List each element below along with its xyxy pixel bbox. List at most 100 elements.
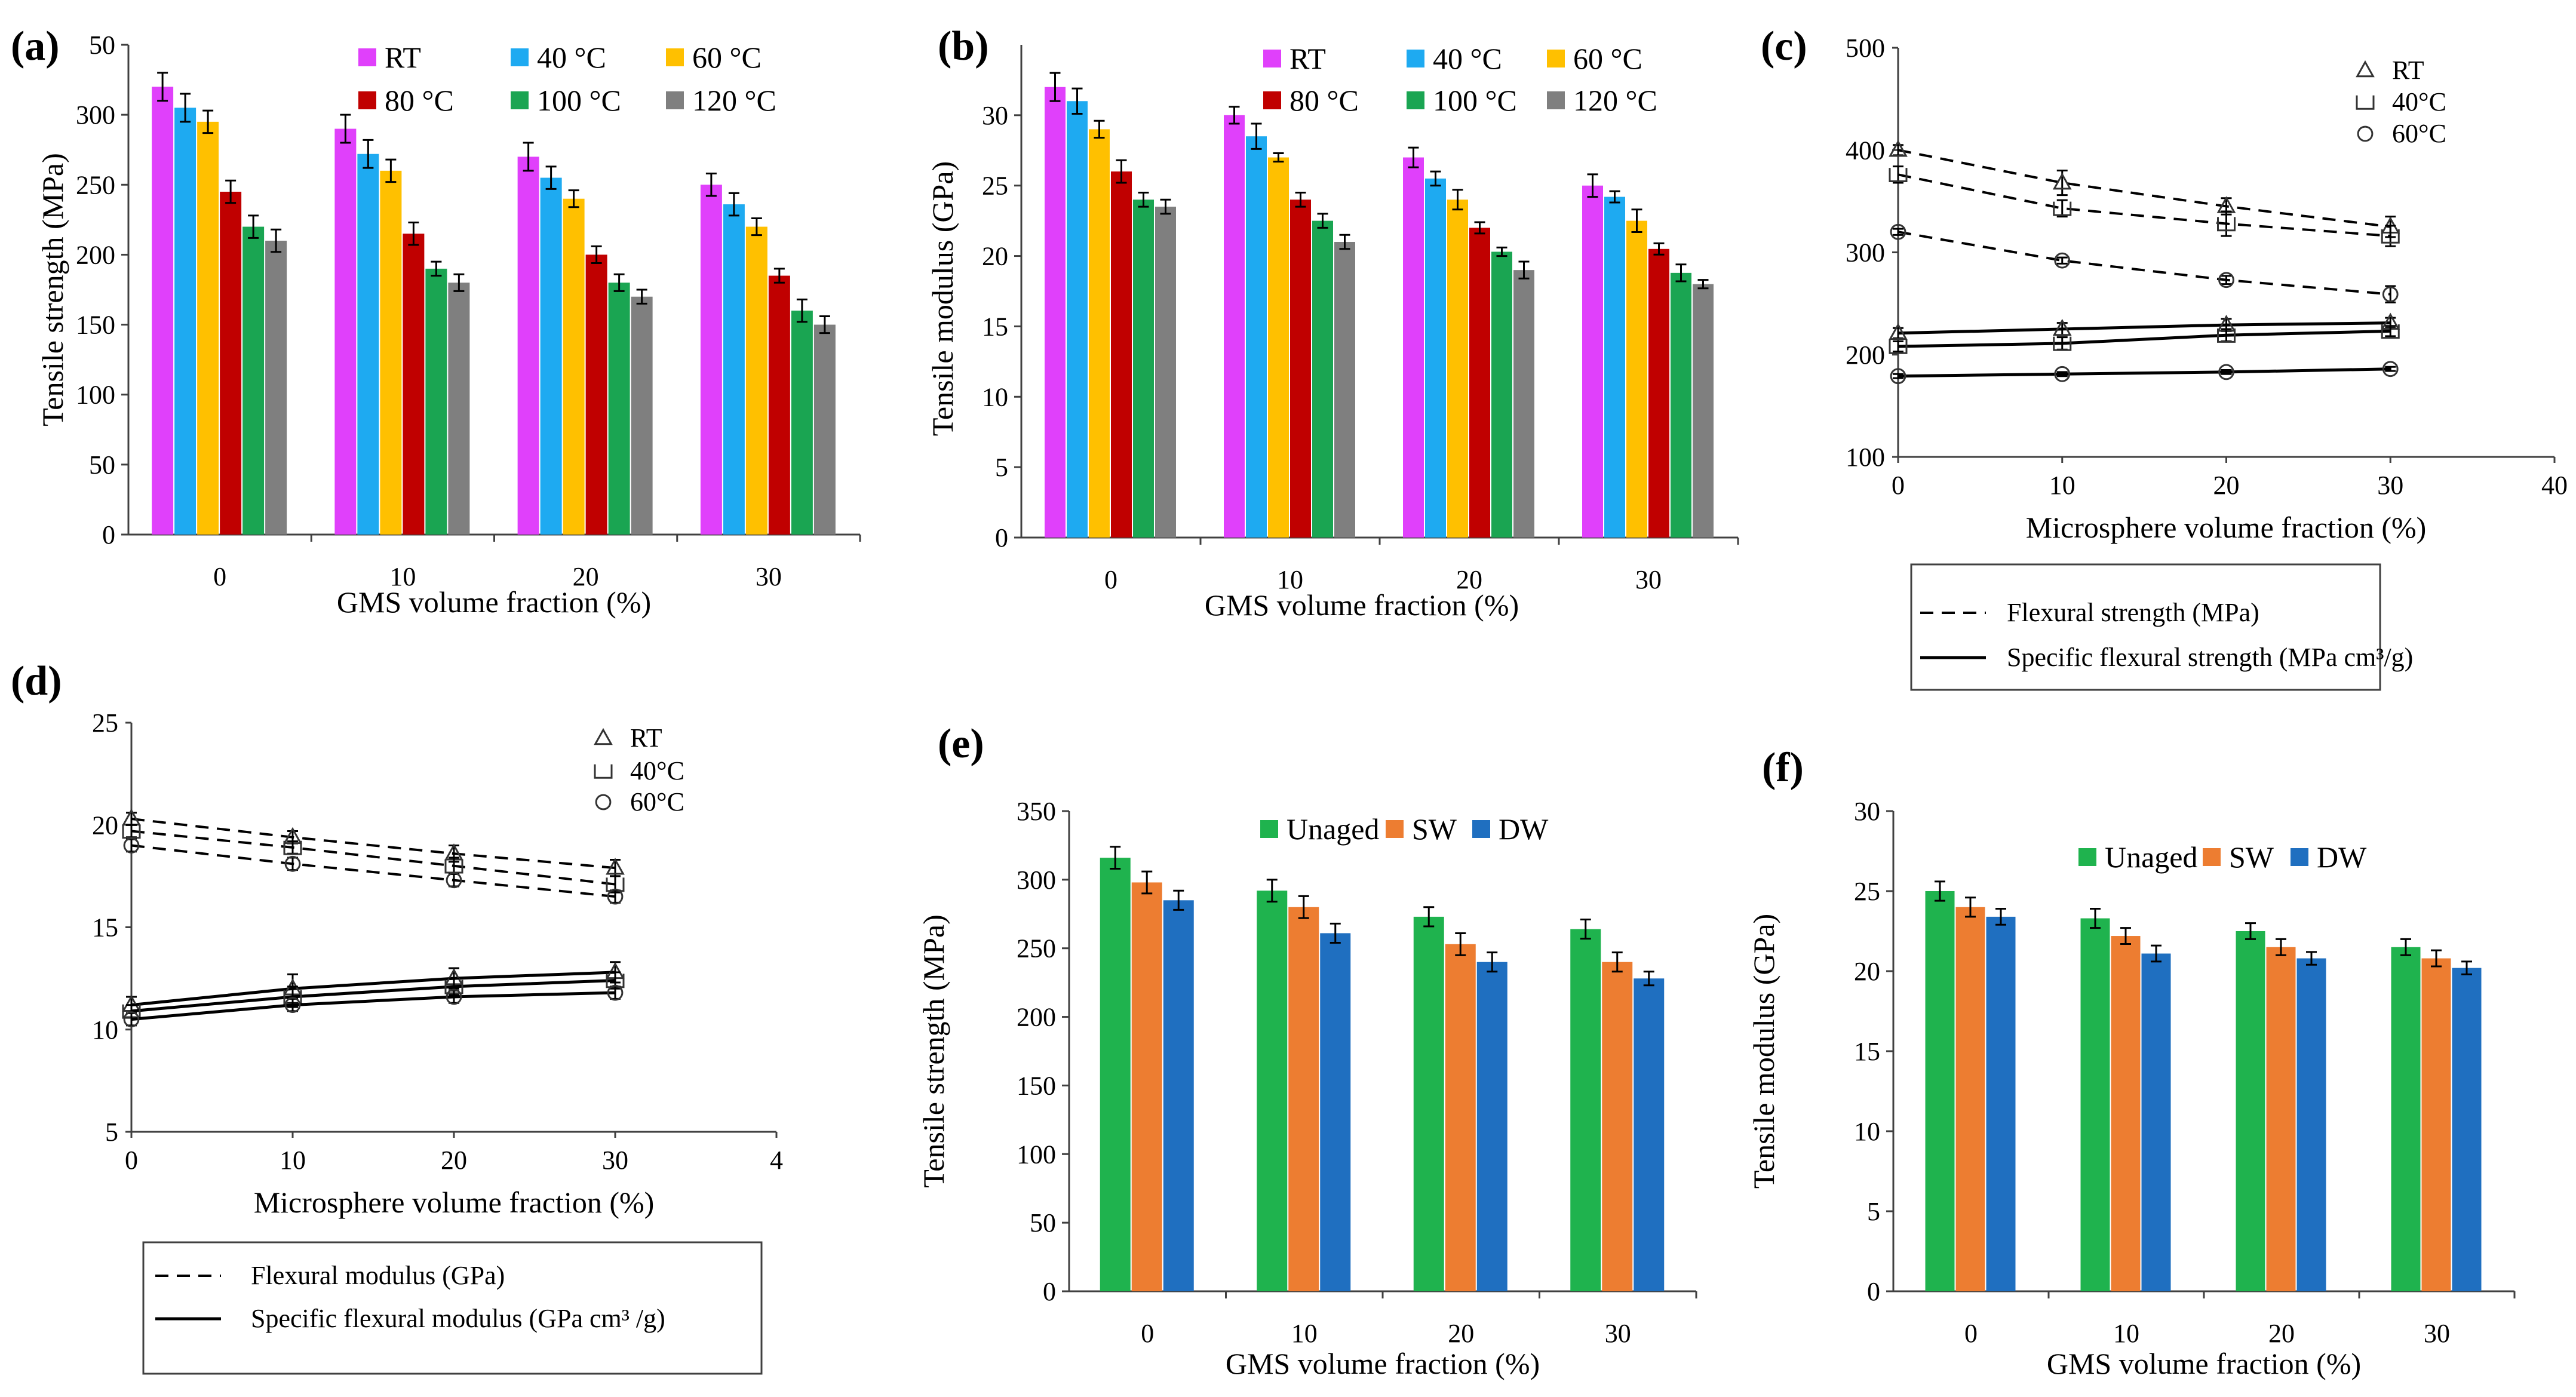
bar <box>1986 916 2016 1291</box>
error-bar <box>1295 192 1306 208</box>
bar <box>152 87 174 535</box>
y-tick-label: 200 <box>1846 340 1885 370</box>
circle-marker <box>446 988 462 1005</box>
error-bar <box>1643 971 1654 987</box>
error-bar <box>1430 170 1441 187</box>
bar <box>1413 916 1444 1291</box>
bar <box>425 268 447 535</box>
error-bar <box>705 173 717 197</box>
error-bar <box>1110 846 1121 870</box>
circle-marker <box>2218 272 2234 288</box>
y-tick-label: 250 <box>76 170 115 199</box>
circle-marker <box>2382 361 2399 377</box>
square-marker <box>1889 339 1908 354</box>
x-tick-label: 30 <box>602 1146 628 1175</box>
legend-entry: 40 °C <box>537 41 606 74</box>
marker-legend-entry: 40°C <box>630 756 684 785</box>
y-tick-label: 15 <box>92 913 118 942</box>
error-bar <box>1423 906 1435 928</box>
bar <box>1447 199 1468 538</box>
y-tick-label: 0 <box>1867 1277 1880 1306</box>
x-tick-label: 20 <box>1456 565 1482 594</box>
error-bar <box>773 268 785 284</box>
x-axis-title: GMS volume fraction (%) <box>2047 1347 2361 1380</box>
error-bar <box>2400 938 2411 956</box>
y-tick-label: 5 <box>995 453 1008 482</box>
square-marker <box>2356 95 2375 110</box>
series-line <box>131 844 616 898</box>
circle-marker <box>123 1011 140 1028</box>
error-bar <box>591 245 602 264</box>
y-tick-label: 0 <box>995 523 1008 552</box>
legend-swatch <box>358 91 376 109</box>
circle-marker <box>2382 286 2399 303</box>
x-tick-label: 10 <box>2049 471 2075 500</box>
error-bar <box>1697 279 1709 290</box>
error-bar <box>613 273 625 292</box>
triangle-marker <box>594 727 613 745</box>
y-tick-label: 50 <box>89 450 115 480</box>
legend-entry: RT <box>385 41 421 74</box>
panel-label: (b) <box>938 23 989 69</box>
x-tick-label: 10 <box>1277 565 1303 594</box>
error-bar <box>157 72 168 102</box>
bar <box>700 185 722 535</box>
x-tick-label: 0 <box>1104 565 1117 594</box>
bar <box>174 108 196 535</box>
bar <box>1312 220 1333 538</box>
panel-a-chart: (a) 0 50 100 150 200 250 300 50 0 10 20 30 GMS volume… <box>11 23 861 619</box>
style-legend-box <box>142 1241 763 1375</box>
bar <box>540 177 562 535</box>
error-bar <box>1611 951 1623 973</box>
square-marker <box>2381 229 2400 244</box>
error-bar <box>728 192 739 217</box>
bar <box>1634 978 1665 1291</box>
square-marker <box>594 764 613 779</box>
error-bar <box>453 273 465 292</box>
error-bar <box>1496 246 1507 257</box>
bar <box>1163 900 1194 1291</box>
x-tick-label: 4 <box>770 1146 783 1175</box>
error-bar <box>568 189 579 208</box>
y-tick-label: 10 <box>92 1015 118 1045</box>
legend-swatch <box>666 48 684 66</box>
y-tick-label: 150 <box>1017 1071 1056 1100</box>
marker-legend-entry: 60°C <box>2392 119 2446 148</box>
y-axis-title: Tensile modulus (GPa) <box>1747 914 1780 1189</box>
triangle-marker <box>2356 60 2375 78</box>
x-axis-title: GMS volume fraction (%) <box>1205 588 1519 622</box>
x-tick-label: 0 <box>1892 471 1905 500</box>
bar <box>1131 882 1162 1291</box>
y-tick-label: 25 <box>1854 877 1880 906</box>
bar <box>791 311 813 535</box>
error-bar <box>1141 870 1153 895</box>
x-axis-title: GMS volume fraction (%) <box>337 585 651 619</box>
square-marker <box>283 840 302 855</box>
y-tick-label: 0 <box>1043 1277 1056 1306</box>
legend-swatch <box>1386 820 1404 838</box>
legend-swatch <box>2078 848 2096 866</box>
series-line <box>1898 329 2391 348</box>
circle-marker <box>2054 252 2071 269</box>
panel-f-chart: (f) 0 5 10 15 20 25 30 0 10 20 30 GMS volume fractio… <box>1747 745 2516 1380</box>
bar <box>1155 207 1176 538</box>
y-axis-title: Tensile modulus (GPa) <box>926 161 959 436</box>
y-tick-label: 100 <box>76 380 115 410</box>
x-tick-label: 10 <box>389 562 416 591</box>
bar <box>1626 220 1647 538</box>
error-bar <box>1160 198 1171 215</box>
bar <box>1469 228 1490 538</box>
legend-entry: 100 °C <box>1433 84 1517 117</box>
x-tick-label: 20 <box>573 562 599 591</box>
error-bar <box>1298 895 1309 919</box>
error-bar <box>431 260 442 277</box>
x-tick-label: 10 <box>280 1146 306 1175</box>
panel-label: (a) <box>11 23 60 69</box>
error-bar <box>1229 106 1240 125</box>
bar <box>1100 858 1131 1291</box>
y-tick-label: 400 <box>1846 136 1885 165</box>
x-tick-label: 20 <box>1448 1319 1474 1348</box>
bar <box>334 128 357 535</box>
error-bar <box>545 165 557 190</box>
